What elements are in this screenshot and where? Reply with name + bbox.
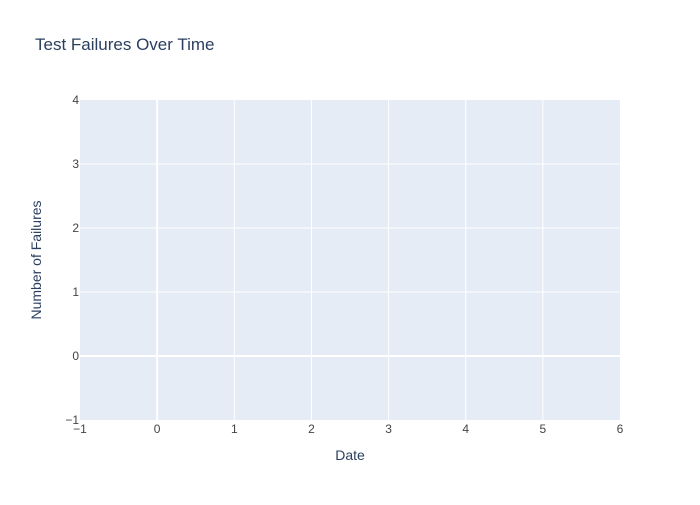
grid-lines <box>80 100 620 420</box>
y-tick-label: 4 <box>72 93 79 107</box>
y-tick-label: −1 <box>65 413 79 427</box>
plot-area <box>80 100 620 420</box>
x-tick-label: 4 <box>462 422 469 436</box>
y-tick-label: 2 <box>72 221 79 235</box>
y-tick-label: 3 <box>72 157 79 171</box>
x-axis-label: Date <box>335 447 365 463</box>
y-axis-ticks: −1 0 1 2 3 4 <box>65 93 79 427</box>
y-tick-label: 0 <box>72 349 79 363</box>
x-tick-label: 5 <box>540 422 547 436</box>
x-tick-label: −1 <box>73 422 87 436</box>
x-tick-label: 0 <box>154 422 161 436</box>
y-tick-label: 1 <box>72 285 79 299</box>
x-axis-ticks: −1 0 1 2 3 4 5 6 <box>73 422 624 436</box>
x-tick-label: 3 <box>385 422 392 436</box>
x-tick-label: 6 <box>617 422 624 436</box>
chart-title: Test Failures Over Time <box>35 35 215 54</box>
y-axis-label: Number of Failures <box>28 200 44 319</box>
x-tick-label: 2 <box>308 422 315 436</box>
x-tick-label: 1 <box>231 422 238 436</box>
